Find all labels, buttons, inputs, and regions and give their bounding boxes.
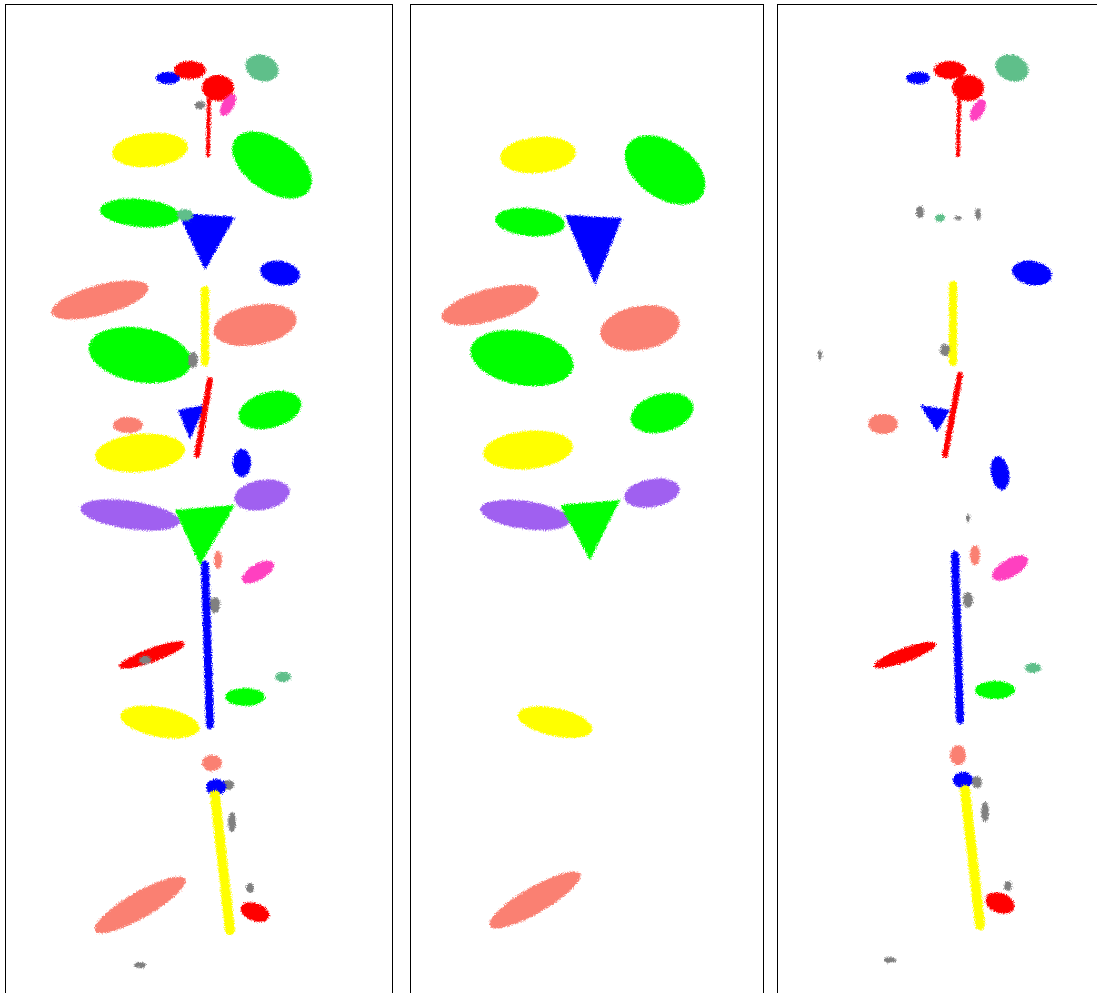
segment [275,672,291,682]
panel-frame [6,5,393,993]
segment [920,405,950,432]
segment [565,215,622,285]
segment [626,386,698,439]
segment [612,121,718,218]
segment [935,214,945,222]
segment [597,299,683,356]
segment [515,700,595,743]
segment [438,277,543,334]
segment [210,597,220,613]
segment [233,449,251,477]
segment [258,258,302,289]
segment [972,776,982,788]
segment [975,681,1015,699]
segment [195,101,205,109]
segment [988,455,1012,492]
segment [916,206,924,218]
segment [958,100,959,155]
segment [118,700,202,743]
segment [940,344,950,356]
segment [884,957,896,963]
segment [178,213,235,270]
segment [1004,881,1012,891]
segment [238,898,272,925]
segment [952,75,984,101]
segment [975,208,981,220]
segment [1025,663,1041,673]
segment [988,550,1032,586]
segment [215,795,230,930]
segment [79,494,182,536]
segment [466,322,578,393]
segment [981,802,989,822]
segment [99,196,181,231]
segment [238,556,277,588]
segment [966,514,970,522]
segment [177,209,193,221]
segment [970,545,980,565]
segment [872,637,939,673]
segment [945,375,960,455]
segment [906,72,930,84]
segment [111,130,190,170]
segment [246,883,254,893]
page: (() => { const Y = '#ffff00', G = '#00ff… [0,0,1097,993]
segment [963,592,973,608]
segment [84,319,196,390]
segment [982,888,1017,917]
panel-frame [778,5,1097,993]
segment [242,50,283,86]
segment [482,427,575,473]
segment [220,118,324,212]
segment [1010,258,1054,289]
segment [992,50,1033,86]
point-cloud [48,50,1054,968]
segment [205,565,210,725]
segment [117,636,188,673]
segment [134,962,146,968]
segment [88,868,191,943]
segment [965,790,980,925]
segment [622,474,682,511]
segment [868,414,898,434]
segment [818,350,822,360]
segment [174,61,206,79]
segment [94,430,187,476]
segment [210,298,300,352]
segment [228,812,236,832]
segment [950,745,966,765]
segment [48,273,152,328]
segment [234,384,305,435]
segment [188,352,198,368]
segment [113,417,143,433]
segment [483,863,586,938]
segment [225,688,265,706]
segmentation-panels [0,0,1097,993]
segment [478,495,571,535]
segment [494,205,566,239]
segment [139,656,151,664]
segment [202,755,222,771]
segment [214,551,222,569]
segment [954,216,962,220]
segment [499,134,578,176]
segment [560,500,620,560]
segment [955,555,960,720]
segment [175,505,235,565]
segment [208,100,209,155]
panel-frame [411,5,764,993]
segment [232,475,292,514]
